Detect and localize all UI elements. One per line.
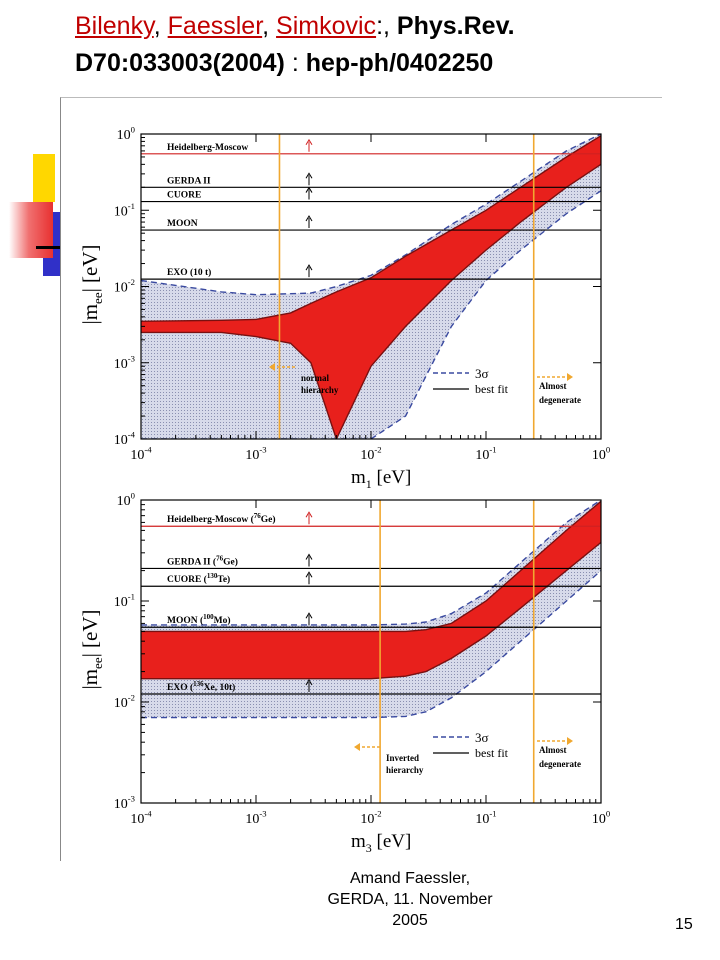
author-link-faessler[interactable]: Faessler xyxy=(167,12,263,40)
experiment-label: MOON (100Mo) xyxy=(167,613,231,626)
x-tick-label: 10-4 xyxy=(130,445,152,463)
band-3sigma-upper-edge xyxy=(141,500,601,626)
author-link-simkovic[interactable]: Simkovic xyxy=(276,12,377,40)
up-arrow-head xyxy=(305,571,313,578)
y-tick-label: 10-1 xyxy=(114,592,135,610)
legend-best-fit-label: best fit xyxy=(475,382,509,396)
up-arrow-head xyxy=(305,172,313,179)
annotation-left: hierarchy xyxy=(301,385,339,395)
annotation-left: hierarchy xyxy=(386,765,424,775)
figure-panel: Heidelberg-Moscow GERDA II CUORE MOON EXO (1… xyxy=(60,97,662,861)
annotation-arrow-head xyxy=(354,743,360,751)
experiment-label: Heidelberg-Moscow (76Ge) xyxy=(167,512,276,525)
up-arrow-head xyxy=(305,186,313,193)
slide-title: Bilenky, Faessler, Simkovic:, Phys.Rev. … xyxy=(75,8,675,82)
y-tick-label: 10-3 xyxy=(114,794,135,812)
legend-3sigma-label: 3σ xyxy=(475,366,489,381)
up-arrow-head xyxy=(305,215,313,222)
up-arrow-head xyxy=(305,553,313,560)
experiment-label: EXO (136Xe, 10t) xyxy=(167,680,235,693)
y-tick-label: 10-3 xyxy=(114,353,135,371)
x-axis-label: m3 [eV] xyxy=(351,831,411,855)
y-tick-label: 10-1 xyxy=(114,201,135,219)
band-best-fit-lower-edge xyxy=(141,163,601,439)
x-tick-label: 10-1 xyxy=(475,445,496,463)
annotation-arrow-head xyxy=(269,363,275,371)
y-tick-label: 100 xyxy=(117,491,135,509)
experiment-label: GERDA II (76Ge) xyxy=(167,554,238,567)
up-arrow-head xyxy=(305,138,313,146)
experiment-label: GERDA II xyxy=(167,176,211,186)
deco-black-line xyxy=(36,246,60,249)
annotation-right: Almost xyxy=(539,381,567,391)
footer-line: Amand Faessler, xyxy=(349,870,471,887)
x-tick-label: 10-2 xyxy=(360,809,381,827)
plot-area xyxy=(141,500,601,719)
x-tick-label: 10-4 xyxy=(130,809,152,827)
experiment-label: CUORE xyxy=(167,191,201,201)
band-best-fit-upper-edge xyxy=(141,500,601,633)
annotation-right: degenerate xyxy=(539,759,581,769)
title-sep: , xyxy=(153,12,161,40)
experiment-label: CUORE (130Te) xyxy=(167,572,230,585)
title-punct: :, xyxy=(376,12,390,40)
footer-line: 2005 xyxy=(392,912,428,929)
experiment-label: MOON xyxy=(167,219,198,229)
band-best-fit-lower-edge xyxy=(141,541,601,680)
x-tick-label: 100 xyxy=(592,445,610,463)
x-tick-label: 10-3 xyxy=(245,445,266,463)
author-link-bilenky[interactable]: Bilenky xyxy=(75,12,154,40)
title-colon: : xyxy=(291,49,299,77)
band-3sigma-upper-edge xyxy=(141,134,601,296)
figure-svg: Heidelberg-Moscow GERDA II CUORE MOON EXO (1… xyxy=(78,125,610,855)
band-best-fit xyxy=(141,135,601,439)
annotation-arrow-head xyxy=(567,373,573,381)
up-arrow-head xyxy=(305,511,313,518)
deco-red-square xyxy=(9,202,53,258)
annotation-right: degenerate xyxy=(539,395,581,405)
y-tick-label: 10-2 xyxy=(114,693,135,711)
title-sep: , xyxy=(262,12,270,40)
plot-normal-hierarchy: Heidelberg-Moscow GERDA II CUORE MOON EXO (1… xyxy=(78,125,610,491)
plot-inverted-hierarchy: Heidelberg-Moscow (76Ge) GERDA II (76Ge) C… xyxy=(78,491,610,855)
x-tick-label: 10-1 xyxy=(475,809,496,827)
legend-3sigma-label: 3σ xyxy=(475,730,489,745)
y-axis-label: |mee| [eV] xyxy=(78,244,105,324)
footer: Amand Faessler, GERDA, 11. November 2005 xyxy=(300,868,520,931)
up-arrow-head xyxy=(305,264,313,271)
x-tick-label: 100 xyxy=(592,809,610,827)
annotation-left: Inverted xyxy=(386,753,419,763)
legend-best-fit-label: best fit xyxy=(475,746,509,760)
deco-yellow-square xyxy=(33,154,55,202)
experiment-label: Heidelberg-Moscow xyxy=(167,143,248,153)
x-axis-label: m1 [eV] xyxy=(351,467,411,491)
annotation-left: normal xyxy=(301,373,329,383)
band-3sigma-lower-edge xyxy=(141,570,601,719)
annotation-right: Almost xyxy=(539,745,567,755)
plot-area xyxy=(141,134,601,439)
y-tick-label: 100 xyxy=(117,125,135,143)
band-3sigma-lower-edge xyxy=(141,190,601,439)
up-arrow-head xyxy=(305,679,313,686)
y-axis-label: |mee| [eV] xyxy=(78,609,105,689)
arxiv-ref: hep-ph/0402250 xyxy=(305,49,494,77)
annotation-arrow-head xyxy=(567,737,573,745)
x-tick-label: 10-2 xyxy=(360,445,381,463)
journal-ref: Phys.Rev. D70:033003(2004) xyxy=(75,12,515,77)
up-arrow-head xyxy=(305,612,313,619)
x-tick-label: 10-3 xyxy=(245,809,266,827)
y-tick-label: 10-2 xyxy=(114,277,135,295)
band-best-fit xyxy=(141,501,601,679)
y-tick-label: 10-4 xyxy=(114,430,136,448)
page-number: 15 xyxy=(675,916,693,933)
experiment-label: EXO (10 t) xyxy=(167,267,211,278)
footer-line: GERDA, 11. November xyxy=(327,891,493,908)
